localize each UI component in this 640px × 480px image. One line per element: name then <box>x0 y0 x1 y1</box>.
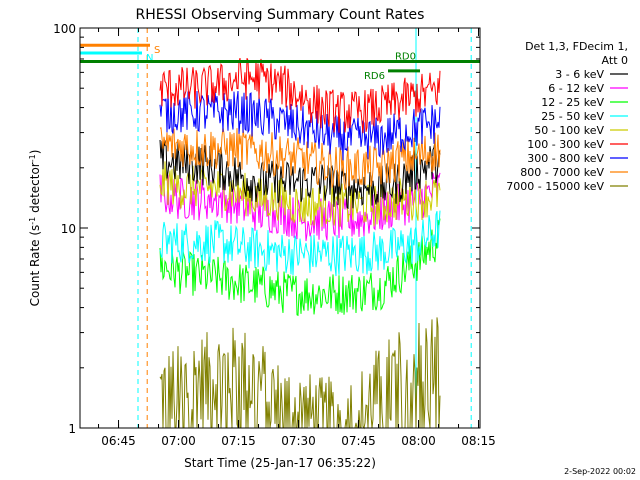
x-axis-label: Start Time (25-Jan-17 06:35:22) <box>184 456 376 470</box>
x-tick-label: 07:45 <box>341 434 376 448</box>
legend-label: 25 - 50 keV <box>541 110 604 123</box>
state-bars: SN RD0 RD6 <box>80 43 480 82</box>
legend-label: 800 - 7000 keV <box>520 166 604 179</box>
legend-label: 100 - 300 keV <box>527 138 604 151</box>
series-line-5 <box>159 57 441 134</box>
series-line-7 <box>159 127 441 190</box>
series-line-3 <box>159 210 441 277</box>
footer-date: 2-Sep-2022 00:02 <box>564 467 636 476</box>
y-tick-label: 1 <box>68 422 76 436</box>
state-label-rd0: RD0 <box>395 51 416 62</box>
data-series <box>159 57 441 430</box>
x-tick-label: 08:00 <box>401 434 436 448</box>
y-axis-label: Count Rate (s-1 detector-1) <box>28 150 43 307</box>
legend-label: 7000 - 15000 keV <box>506 180 604 193</box>
state-label-n: N <box>146 53 153 64</box>
y-tick-label: 100 <box>53 22 76 36</box>
x-tick-label: 07:30 <box>281 434 316 448</box>
legend-label: 3 - 6 keV <box>555 68 604 81</box>
x-tick-label: 06:45 <box>101 434 136 448</box>
legend-label: 12 - 25 keV <box>541 96 604 109</box>
series-line-6 <box>159 90 441 161</box>
series-line-4 <box>159 161 441 227</box>
state-label-rd6: RD6 <box>364 71 385 82</box>
legend-header-line-2: Att 0 <box>602 54 628 67</box>
legend-label: 50 - 100 keV <box>534 124 604 137</box>
legend-header-line-1: Det 1,3, FDecim 1, <box>525 40 628 53</box>
axis-ticks: 06:45 07:00 07:15 07:30 07:45 08:00 08:15 1 10 10… <box>53 22 496 448</box>
legend-label: 6 - 12 keV <box>548 82 604 95</box>
legend-label: 300 - 800 keV <box>527 152 604 165</box>
x-tick-label: 08:15 <box>461 434 496 448</box>
x-tick-label: 07:00 <box>161 434 196 448</box>
y-tick-label: 10 <box>61 222 76 236</box>
series-line-2 <box>159 218 441 317</box>
state-label-s: S <box>154 45 160 56</box>
chart-title: RHESSI Observing Summary Count Rates <box>136 7 425 23</box>
x-tick-label: 07:15 <box>221 434 256 448</box>
series-line-8 <box>159 317 441 430</box>
